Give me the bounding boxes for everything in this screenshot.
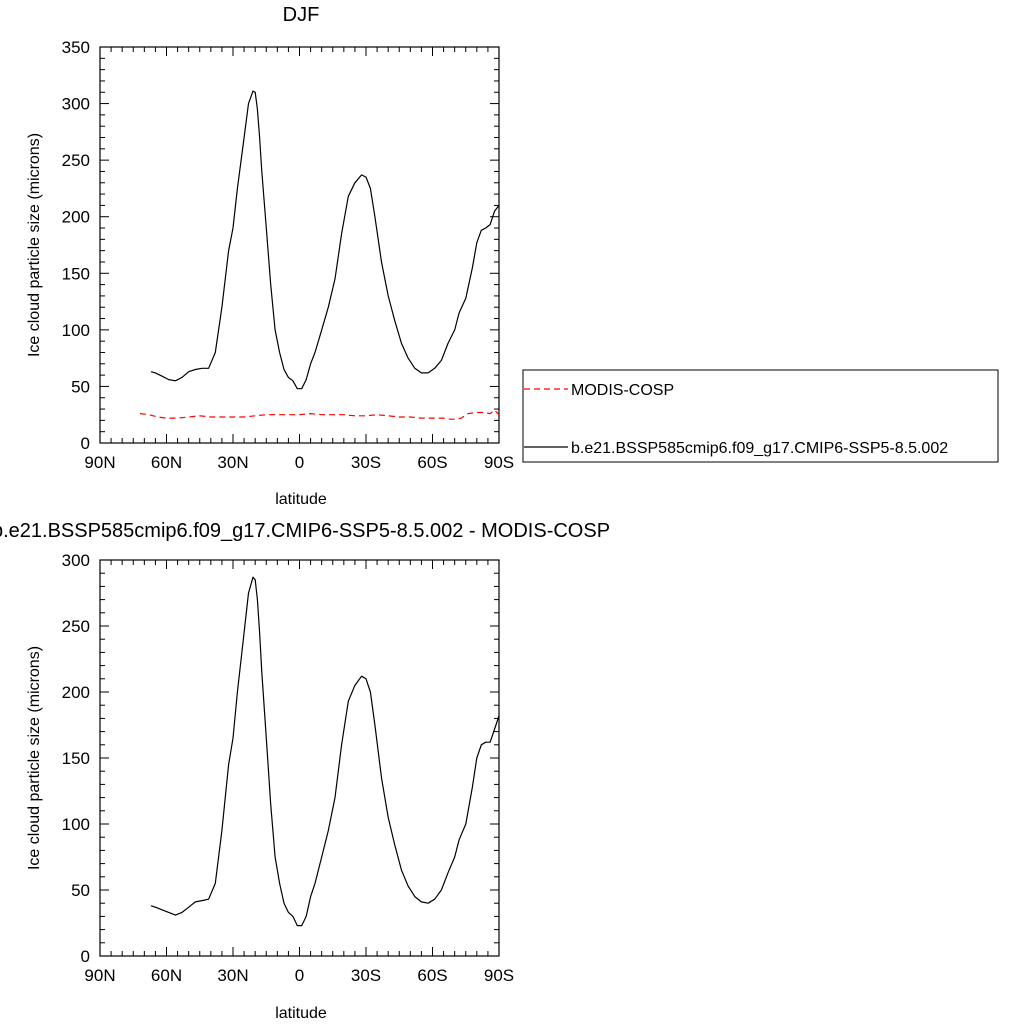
series-line-modis: [139, 409, 500, 420]
series-line-model: [150, 576, 500, 927]
x-axis-label: latitude: [275, 1005, 327, 1022]
x-tick-label: 60N: [151, 966, 182, 985]
x-tick-label: 90S: [484, 966, 514, 985]
x-tick-label: 30N: [217, 966, 248, 985]
ticks: [99, 46, 500, 444]
y-tick-label: 250: [62, 151, 90, 170]
y-tick-label: 50: [71, 377, 90, 396]
y-tick-label: 250: [62, 617, 90, 636]
x-tick-label: 0: [295, 966, 304, 985]
series-lines: [150, 576, 500, 927]
ticks: [99, 559, 500, 957]
series-lines: [139, 90, 500, 420]
chart-title: DJF: [283, 4, 320, 26]
plot-frame: [99, 46, 500, 444]
y-tick-label: 150: [62, 264, 90, 283]
tick-labels: 90N 60N 30N 0 30S 60S 90S 0 50 100 150 200 250 300 350: [62, 38, 515, 472]
y-tick-label: 50: [71, 881, 90, 900]
x-tick-label: 60S: [417, 453, 447, 472]
x-tick-label: 60N: [151, 453, 182, 472]
legend: MODIS-COSP b.e21.BSSP585cmip6.f09_g17.CM…: [522, 369, 999, 463]
panel-top: DJF 90N 60N 30N 0 30S 60S 90S 0 50 100 150 200 250 30…: [26, 4, 514, 508]
x-tick-label: 90N: [84, 453, 115, 472]
x-tick-label: 90S: [484, 453, 514, 472]
x-tick-label: 30N: [217, 453, 248, 472]
y-tick-label: 0: [81, 947, 90, 966]
y-tick-label: 300: [62, 551, 90, 570]
x-tick-label: 30S: [351, 453, 381, 472]
y-tick-label: 200: [62, 208, 90, 227]
chart-title-difference: b.e21.BSSP585cmip6.f09_g17.CMIP6-SSP5-8.…: [0, 520, 610, 542]
y-tick-label: 300: [62, 95, 90, 114]
y-tick-label: 0: [81, 434, 90, 453]
x-tick-label: 60S: [417, 966, 447, 985]
x-tick-label: 90N: [84, 966, 115, 985]
series-line-model: [150, 90, 500, 390]
y-tick-label: 100: [62, 815, 90, 834]
y-tick-label: 100: [62, 321, 90, 340]
legend-box: [522, 369, 999, 463]
tick-labels: 90N 60N 30N 0 30S 60S 90S 0 50 100 150 200 250 300: [62, 551, 515, 985]
x-axis-label: latitude: [275, 491, 327, 508]
x-tick-label: 0: [295, 453, 304, 472]
panel-bottom: b.e21.BSSP585cmip6.f09_g17.CMIP6-SSP5-8.…: [0, 520, 610, 1022]
y-axis-label: Ice cloud particle size (microns): [26, 646, 43, 870]
y-tick-label: 200: [62, 683, 90, 702]
legend-label-modis: MODIS-COSP: [571, 382, 674, 399]
plot-frame: [99, 559, 500, 957]
y-tick-label: 350: [62, 38, 90, 57]
y-tick-label: 150: [62, 749, 90, 768]
x-tick-label: 30S: [351, 966, 381, 985]
y-axis-label: Ice cloud particle size (microns): [26, 133, 43, 357]
legend-label-model: b.e21.BSSP585cmip6.f09_g17.CMIP6-SSP5-8.…: [571, 440, 948, 457]
